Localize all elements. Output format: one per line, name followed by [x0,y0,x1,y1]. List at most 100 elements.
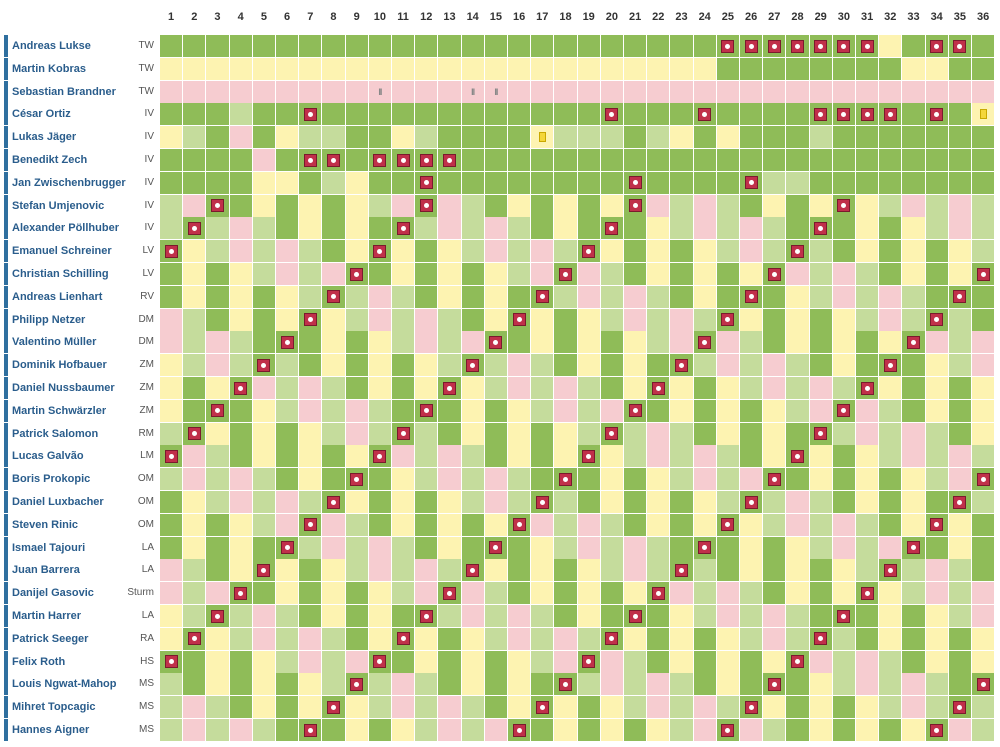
match-cell [183,217,206,240]
match-cell [252,103,275,126]
match-cell [716,536,739,559]
player-name[interactable]: Boris Prokopic OM [4,468,158,491]
match-cell [299,57,322,80]
player-name[interactable]: Benedikt Zech IV [4,149,158,171]
player-row: Benedikt Zech IV [0,149,1000,172]
matchday-header: 32 [884,11,897,23]
player-name[interactable]: César Ortiz IV [4,103,158,126]
player-name[interactable]: Sebastian Brandner TW [4,80,158,103]
match-cell [740,171,763,194]
match-cell [600,263,623,285]
player-name[interactable]: Emanuel Schreiner LV [4,240,158,263]
match-cell [160,126,183,149]
matchday-header: 2 [191,11,198,23]
match-cell [879,445,902,468]
match-cell [252,354,275,377]
matchday-header: 7 [307,11,314,23]
player-name[interactable]: Patrick Seeger RA [4,627,158,650]
match-cell [716,377,739,399]
match-cell [902,354,925,377]
match-cell [740,468,763,491]
match-cell [600,673,623,696]
match-cell [809,35,832,57]
player-name[interactable]: Andreas Lienhart RV [4,285,158,308]
player-name[interactable]: Patrick Salomon RM [4,422,158,445]
match-cell [554,582,577,605]
player-name[interactable]: Valentino Müller DM [4,331,158,354]
match-cell [972,171,995,194]
match-cell [624,445,647,468]
player-name[interactable]: Ismael Tajouri LA [4,536,158,559]
match-cell [856,217,879,240]
match-cell [670,354,693,377]
match-cell [183,331,206,354]
match-cell [925,171,948,194]
player-name[interactable]: Louis Ngwat-Mahop MS [4,673,158,696]
match-cell [183,80,206,103]
match-cell [438,331,461,354]
substitution-icon [442,381,456,395]
match-cell [670,377,693,399]
match-cell [554,605,577,627]
match-cell [252,285,275,308]
match-cell [670,696,693,719]
player-name[interactable]: Alexander Pöllhuber IV [4,217,158,240]
match-cell [252,57,275,80]
player-name[interactable]: Juan Barrera LA [4,559,158,582]
player-name[interactable]: Jan Zwischenbrugger IV [4,171,158,194]
player-name[interactable]: Christian Schilling LV [4,263,158,285]
player-name[interactable]: Felix Roth HS [4,650,158,673]
player-name[interactable]: Daniel Nussbaumer ZM [4,377,158,399]
player-name[interactable]: Steven Rinic OM [4,513,158,536]
match-cell [786,171,809,194]
match-cell [392,605,415,627]
match-cell [392,285,415,308]
player-name[interactable]: Philipp Netzer DM [4,308,158,331]
match-cell [415,468,438,491]
match-cell [902,536,925,559]
match-cell [716,445,739,468]
player-name[interactable]: Andreas Lukse TW [4,35,158,57]
match-cell [206,171,229,194]
match-cell [229,719,252,741]
match-cell [252,513,275,536]
match-cell [299,536,322,559]
player-name[interactable]: Lucas Galvão LM [4,445,158,468]
match-cell [577,285,600,308]
match-cell [647,582,670,605]
match-cell [856,513,879,536]
player-name[interactable]: Martin Schwärzler ZM [4,399,158,422]
substitution-icon [419,176,433,190]
match-cell [206,126,229,149]
match-cell [392,354,415,377]
substitution-icon [651,586,665,600]
player-name[interactable]: Dominik Hofbauer ZM [4,354,158,377]
match-cell [229,240,252,263]
player-name[interactable]: Martin Harrer LA [4,605,158,627]
match-cell [206,650,229,673]
substitution-icon [489,541,503,555]
match-cell [786,285,809,308]
match-cell [809,194,832,217]
player-name[interactable]: Martin Kobras TW [4,57,158,80]
player-name[interactable]: Lukas Jäger IV [4,126,158,149]
match-cell [531,35,554,57]
match-cell [647,103,670,126]
match-cell [183,35,206,57]
player-name[interactable]: Danijel Gasovic Sturm [4,582,158,605]
match-cell [670,399,693,422]
match-cell [740,399,763,422]
match-cell [276,171,299,194]
match-cell [160,194,183,217]
player-name[interactable]: Hannes Aigner MS [4,719,158,741]
match-cell [693,719,716,741]
match-cell [925,605,948,627]
match-cell [438,627,461,650]
substitution-icon [558,472,572,486]
player-row: Steven Rinic OM [0,513,1000,537]
match-cell [531,582,554,605]
player-name[interactable]: Daniel Luxbacher OM [4,491,158,513]
player-name[interactable]: Mihret Topcagic MS [4,696,158,719]
player-name[interactable]: Stefan Umjenovic IV [4,194,158,217]
match-cell [183,582,206,605]
